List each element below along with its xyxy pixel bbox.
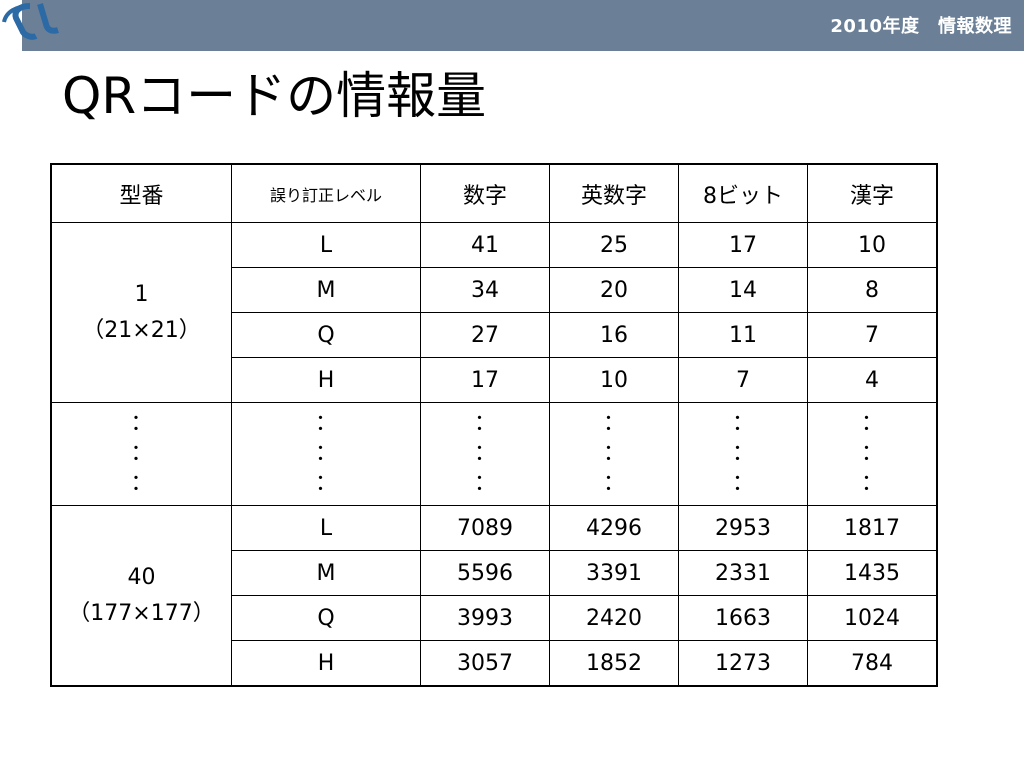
header-8bit: 8ビット — [678, 163, 808, 223]
ellipsis-mark: ： — [602, 441, 625, 466]
slide-title: QRコードの情報量 — [62, 67, 487, 125]
capacity-cell: 1817 — [807, 505, 938, 551]
capacity-cell: 5596 — [420, 550, 550, 596]
model-cell: 1 （21×21） — [50, 222, 232, 403]
header-error-level: 誤り訂正レベル — [231, 163, 421, 223]
header-numeric: 数字 — [420, 163, 550, 223]
error-level-cell: Q — [231, 595, 421, 641]
capacity-cell: 3391 — [549, 550, 679, 596]
ellipsis-cell: ： ： ： — [807, 402, 938, 506]
capacity-cell: 3993 — [420, 595, 550, 641]
ellipsis-mark: ： — [314, 471, 337, 496]
table-row: 1 （21×21） L 41 25 17 10 — [50, 222, 938, 403]
capacity-cell: 2420 — [549, 595, 679, 641]
table-row: Q 3993 2420 1663 1024 — [51, 595, 938, 641]
capacity-cell: 27 — [420, 312, 550, 358]
capacity-cell: 2953 — [678, 505, 808, 551]
ellipsis-mark: ： — [860, 441, 883, 466]
capacity-cell: 34 — [420, 267, 550, 313]
ellipsis-cell: ： ： ： — [549, 402, 679, 506]
header-band — [22, 0, 1024, 51]
ellipsis-mark: ： — [314, 441, 337, 466]
error-level-cell: H — [231, 640, 421, 687]
capacity-cell: 3057 — [420, 640, 550, 687]
capacity-cell: 17 — [678, 222, 808, 268]
model-number: 1 — [134, 281, 149, 307]
capacity-cell: 1024 — [807, 595, 938, 641]
ellipsis-row: ： ： ： ： ： ： ： ： ： ： ： ： ： ： ： ： ： ： — [50, 402, 938, 506]
model-cell: 40 （177×177） — [50, 505, 232, 687]
ellipsis-mark: ： — [860, 411, 883, 436]
capacity-cell: 7089 — [420, 505, 550, 551]
error-level-cell: L — [231, 505, 421, 551]
table-row: M 34 20 14 8 — [51, 267, 938, 313]
ellipsis-mark: ： — [130, 471, 153, 496]
capacity-cell: 4296 — [549, 505, 679, 551]
ellipsis-mark: ： — [130, 441, 153, 466]
error-level-cell: Q — [231, 312, 421, 358]
ellipsis-cell: ： ： ： — [50, 402, 232, 506]
table-row: H 17 10 7 4 — [51, 357, 938, 403]
table-header-row: 型番 誤り訂正レベル 数字 英数字 8ビット 漢字 — [50, 163, 938, 223]
error-level-cell: H — [231, 357, 421, 403]
capacity-cell: 41 — [420, 222, 550, 268]
capacity-cell: 20 — [549, 267, 679, 313]
ellipsis-mark: ： — [314, 411, 337, 436]
capacity-cell: 10 — [549, 357, 679, 403]
table-row: H 3057 1852 1273 784 — [51, 640, 938, 687]
capacity-cell: 8 — [807, 267, 938, 313]
ellipsis-mark: ： — [602, 471, 625, 496]
error-level-cell: M — [231, 550, 421, 596]
model-number: 40 — [127, 564, 156, 590]
capacity-cell: 1273 — [678, 640, 808, 687]
ellipsis-mark: ： — [130, 411, 153, 436]
capacity-cell: 4 — [807, 357, 938, 403]
capacity-cell: 11 — [678, 312, 808, 358]
ellipsis-mark: ： — [731, 411, 754, 436]
capacity-cell: 784 — [807, 640, 938, 687]
capacity-cell: 7 — [678, 357, 808, 403]
ellipsis-mark: ： — [473, 441, 496, 466]
slide-header: 2010年度 情報数理 — [0, 0, 1024, 51]
header-alphanumeric: 英数字 — [549, 163, 679, 223]
capacity-cell: 14 — [678, 267, 808, 313]
capacity-cell: 10 — [807, 222, 938, 268]
table-row: 40 （177×177） L 7089 4296 2953 1817 — [50, 505, 938, 687]
ellipsis-mark: ： — [731, 471, 754, 496]
model-size: （21×21） — [82, 317, 201, 343]
capacity-cell: 1435 — [807, 550, 938, 596]
capacity-cell: 25 — [549, 222, 679, 268]
capacity-cell: 1663 — [678, 595, 808, 641]
ellipsis-mark: ： — [731, 441, 754, 466]
model-size: （177×177） — [68, 600, 215, 626]
header-kanji: 漢字 — [807, 163, 938, 223]
ellipsis-mark: ： — [602, 411, 625, 436]
university-logo-icon — [2, 3, 59, 40]
error-level-cell: L — [231, 222, 421, 268]
capacity-cell: 16 — [549, 312, 679, 358]
ellipsis-cell: ： ： ： — [678, 402, 808, 506]
capacity-cell: 1852 — [549, 640, 679, 687]
error-level-cell: M — [231, 267, 421, 313]
ellipsis-mark: ： — [473, 471, 496, 496]
ellipsis-cell: ： ： ： — [231, 402, 421, 506]
ellipsis-cell: ： ： ： — [420, 402, 550, 506]
header-model: 型番 — [50, 163, 232, 223]
capacity-cell: 17 — [420, 357, 550, 403]
capacity-cell: 2331 — [678, 550, 808, 596]
qr-capacity-table: 型番 誤り訂正レベル 数字 英数字 8ビット 漢字 1 （21×21） L 41 25 1… — [50, 163, 938, 687]
ellipsis-mark: ： — [473, 411, 496, 436]
course-title: 2010年度 情報数理 — [830, 16, 1012, 37]
capacity-cell: 7 — [807, 312, 938, 358]
ellipsis-mark: ： — [860, 471, 883, 496]
